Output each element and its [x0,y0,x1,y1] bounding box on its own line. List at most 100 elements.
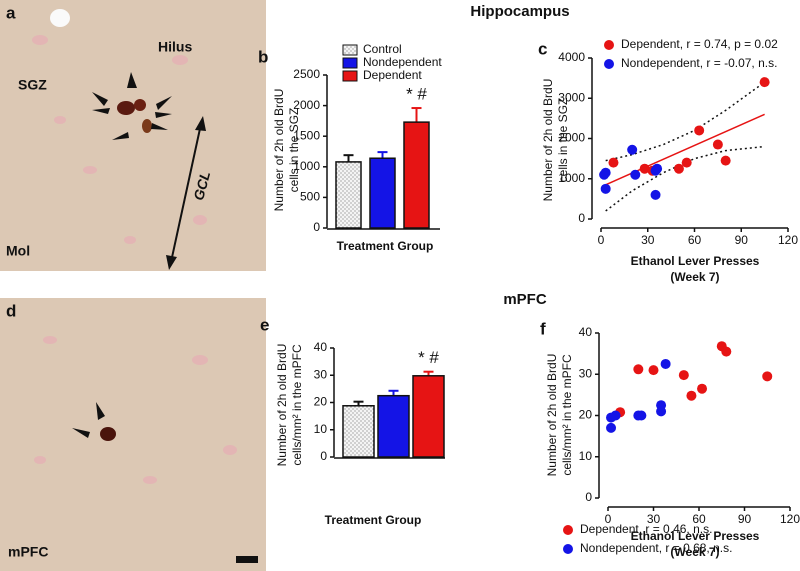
point [721,346,732,357]
y-tick-label: 1500 [293,128,320,142]
heading: mPFC [503,291,547,308]
y-tick-label: 1000 [558,171,585,185]
legend-marker [604,40,614,50]
legend-marker [604,59,614,69]
point [650,189,661,200]
legend-label: Nondependent, r = -0.07, n.s. [621,56,777,70]
x-axis-label: Ethanol Lever Presses [631,529,760,543]
annotation: * # [406,85,427,104]
bar [412,375,445,458]
x-axis-label: Ethanol Lever Presses [631,254,760,268]
point [600,167,611,178]
point [648,365,659,376]
point [694,125,705,136]
point [678,370,689,381]
y-tick-label: 20 [314,395,328,409]
point [697,383,708,394]
y-axis-label: cells/mm² in the mPFC [290,344,304,466]
point [681,157,692,168]
legend-label: Nondependent, r = 0.68, n.s. [580,541,732,555]
legend-marker [563,544,573,554]
point [627,144,638,155]
y-tick-label: 0 [320,449,327,463]
heading: Hippocampus [470,3,569,20]
bar [377,394,410,458]
y-axis-label: Number of 2h old BrdU [541,79,555,202]
point [600,183,611,194]
legend-label: Nondependent [363,55,442,69]
legend-label: Dependent, r = 0.46, n.s. [580,522,712,536]
point [608,157,619,168]
annotation: * # [418,348,439,367]
y-tick-label: 30 [579,366,593,380]
point [606,422,617,433]
y-tick-label: 2000 [558,131,585,145]
y-tick-label: 20 [579,408,593,422]
y-tick-label: 0 [578,211,585,225]
legend-marker [563,525,573,535]
y-tick-label: 2500 [293,67,320,81]
y-axis-label: Number of 2h old BrdU [272,89,286,212]
legend-label: Dependent, r = 0.74, p = 0.02 [621,37,778,51]
y-tick-label: 500 [300,190,320,204]
y-tick-label: 0 [313,220,320,234]
x-axis-label: Treatment Group [325,513,422,527]
x-tick-label: 90 [735,233,749,247]
bar [335,161,362,229]
panel-letter: e [260,315,269,334]
x-tick-label: 90 [738,512,752,526]
image-label: Hilus [158,39,192,55]
micrograph-d [0,298,266,571]
x-tick-label: 30 [647,512,661,526]
y-tick-label: 10 [314,422,328,436]
y-axis-label: cells/mm² in the mPFC [560,354,574,476]
x-tick-label: 120 [780,512,800,526]
legend-swatch [342,57,358,69]
panel-letter: f [540,319,546,338]
point [712,139,723,150]
y-tick-label: 30 [314,367,328,381]
x-tick-label: 0 [598,233,605,247]
y-axis-label: Number of 2h old BrdU [545,354,559,477]
legend-label: Control [363,42,402,56]
point [720,155,731,166]
image-label: SGZ [18,77,47,93]
image-label: GCL [190,169,213,202]
point [636,410,647,421]
panel-letter: b [258,47,268,66]
y-tick-label: 4000 [558,50,585,64]
y-tick-label: 1000 [293,159,320,173]
point [759,77,770,88]
point [762,371,773,382]
bar [342,405,375,458]
y-tick-label: 40 [314,340,328,354]
point [633,364,644,375]
point [660,358,671,369]
point [610,410,621,421]
bar [369,157,396,229]
legend-swatch [342,44,358,56]
legend-label: Dependent [363,68,422,82]
legend-swatch [342,70,358,82]
y-axis-label: cells in the SGZ [556,98,570,183]
x-tick-label: 60 [692,512,706,526]
y-tick-label: 10 [579,449,593,463]
panel-letter: d [6,301,16,320]
y-axis-label: cells in the SGZ [287,108,301,193]
point [652,163,663,174]
x-axis-label: (Week 7) [670,545,719,559]
panel-letter: c [538,39,547,58]
micrograph-a [0,0,266,271]
y-tick-label: 2000 [293,98,320,112]
point [630,169,641,180]
point [673,163,684,174]
point [639,163,650,174]
x-tick-label: 60 [688,233,702,247]
x-axis-label: (Week 7) [670,270,719,284]
image-label: mPFC [8,544,48,560]
image-label: Mol [6,243,30,259]
y-tick-label: 3000 [558,90,585,104]
y-tick-label: 0 [585,490,592,504]
bar [403,121,430,229]
confidence-band [605,145,765,212]
